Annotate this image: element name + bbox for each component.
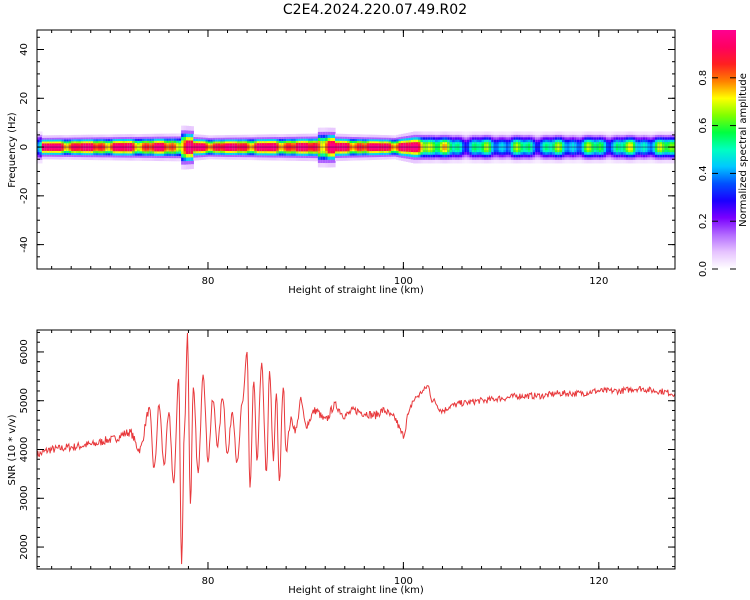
snr-y-axis-label: SNR (10 * v/v): [7, 414, 18, 485]
colorbar-ticks: 0.0 0.2 0.4 0.6 0.8: [698, 70, 736, 277]
colorbar-tick-label: 0.2: [698, 213, 709, 229]
snr-y-tick-label: 3000: [19, 486, 30, 511]
colorbar: 0.0 0.2 0.4 0.6 0.8 Normalized spectral ampl…: [698, 30, 749, 277]
snr-x-tick-label: 100: [394, 576, 413, 587]
spectrogram-y-tick-label: 20: [19, 92, 30, 105]
colorbar-tick-label: 0.6: [698, 118, 709, 134]
spectrogram-x-axis-label: Height of straight line (km): [288, 285, 424, 296]
snr-y-tick-label: 4000: [19, 437, 30, 462]
colorbar-tick-label: 0.8: [698, 70, 709, 86]
spectrogram-x-tick-label: 120: [589, 276, 608, 287]
spectrogram-y-axis-label: Frequency (Hz): [7, 112, 18, 188]
colorbar-label: Normalized spectral amplitude: [738, 73, 749, 227]
spectrogram-x-tick-label: 80: [202, 276, 215, 287]
snr-x-tick-label: 80: [202, 576, 215, 587]
snr-series-line: [37, 333, 675, 565]
spectrogram-x-tick-label: 100: [394, 276, 413, 287]
spectrogram-band: [37, 125, 675, 170]
spectrogram-y-tick-label: 40: [19, 43, 30, 56]
snr-ticks: 80 100 120 2000 3000 4000 5000 6000: [19, 330, 675, 587]
colorbar-tick-label: 0.0: [698, 261, 709, 277]
snr-background: [37, 330, 675, 569]
spectrogram-ticks: 80 100 120 40 20 0 -20 -40: [19, 30, 675, 287]
spectrogram-y-tick-label: -20: [19, 188, 30, 204]
spectrogram-panel: 80 100 120 40 20 0 -20 -40 Height of straight l…: [7, 29, 676, 296]
colorbar-fill: [712, 30, 736, 269]
snr-panel: 80 100 120 2000 3000 4000 5000 6000 Height of s…: [7, 329, 676, 596]
snr-y-tick-label: 2000: [19, 534, 30, 559]
figure-title: C2E4.2024.220.07.49.R02: [282, 2, 468, 18]
snr-x-axis-label: Height of straight line (km): [288, 585, 424, 596]
spectrogram-y-tick-label: 0: [19, 144, 30, 150]
colorbar-tick-label: 0.4: [698, 165, 709, 181]
snr-x-tick-label: 120: [589, 576, 608, 587]
spectrogram-y-tick-label: -40: [19, 236, 30, 252]
snr-y-tick-label: 5000: [19, 388, 30, 413]
spectrogram-frame: [36, 29, 676, 270]
snr-y-tick-label: 6000: [19, 339, 30, 364]
